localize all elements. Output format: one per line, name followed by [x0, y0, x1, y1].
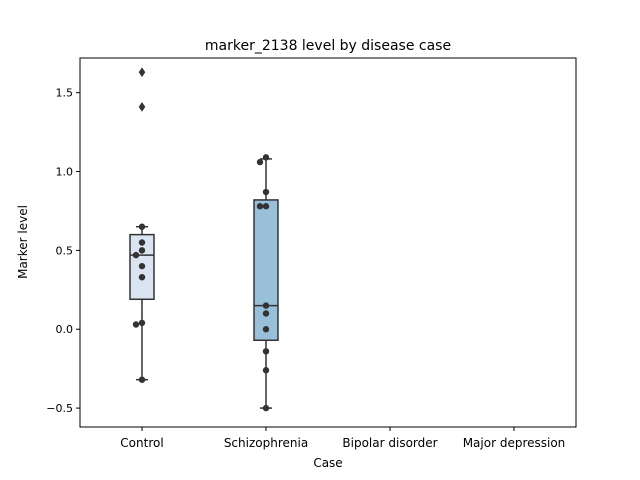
y-tick-label: 1.5 [56, 87, 74, 100]
x-tick-label: Major depression [463, 436, 566, 450]
y-tick-label: 0.5 [56, 244, 74, 257]
x-tick-label: Control [120, 436, 163, 450]
data-point [262, 404, 270, 412]
y-axis-label: Marker level [16, 205, 30, 279]
data-point [262, 310, 270, 317]
outlier-marker [138, 67, 146, 78]
y-tick-label: −0.5 [46, 402, 73, 415]
data-point [262, 203, 270, 210]
data-point [138, 376, 146, 383]
data-point [138, 239, 146, 246]
box-schizophrenia [253, 199, 279, 342]
data-point [262, 188, 270, 196]
data-point [256, 203, 264, 210]
x-tick-label: Bipolar disorder [342, 436, 437, 450]
data-point [262, 302, 270, 309]
chart-title: marker_2138 level by disease case [205, 38, 451, 54]
x-axis-label: Case [313, 456, 342, 470]
data-point [262, 348, 270, 355]
plot-area [129, 67, 279, 412]
data-point [138, 319, 146, 327]
data-point [138, 273, 146, 281]
data-point [256, 158, 264, 166]
data-point [262, 326, 270, 333]
data-point [138, 223, 146, 230]
data-point [262, 154, 270, 161]
outlier-marker [138, 101, 146, 112]
data-point [132, 251, 140, 259]
y-tick-label: 1.0 [56, 166, 74, 179]
data-point [132, 321, 140, 328]
data-point [138, 262, 146, 270]
axes-frame [79, 57, 577, 428]
data-point [138, 247, 146, 254]
x-tick-label: Schizophrenia [224, 436, 308, 450]
y-tick-label: 0.0 [56, 323, 74, 336]
data-point [262, 367, 270, 374]
